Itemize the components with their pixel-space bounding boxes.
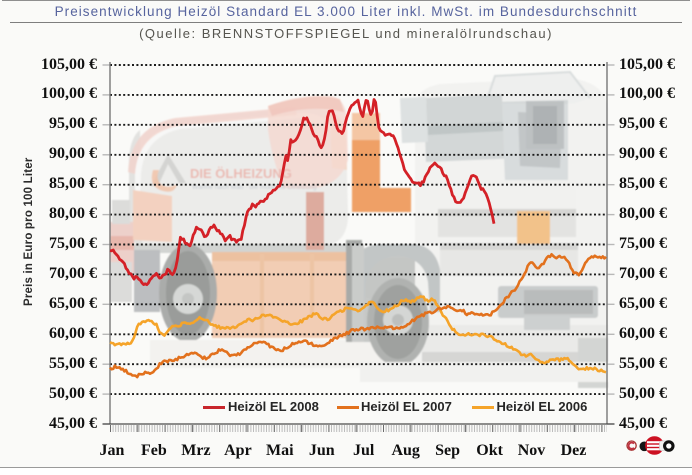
svg-text:Wärme nach Maß · die moderne Ö: Wärme nach Maß · die moderne Ölheizung (192, 183, 317, 191)
svg-text:DIE ÖLHEIZUNG: DIE ÖLHEIZUNG (190, 166, 292, 181)
